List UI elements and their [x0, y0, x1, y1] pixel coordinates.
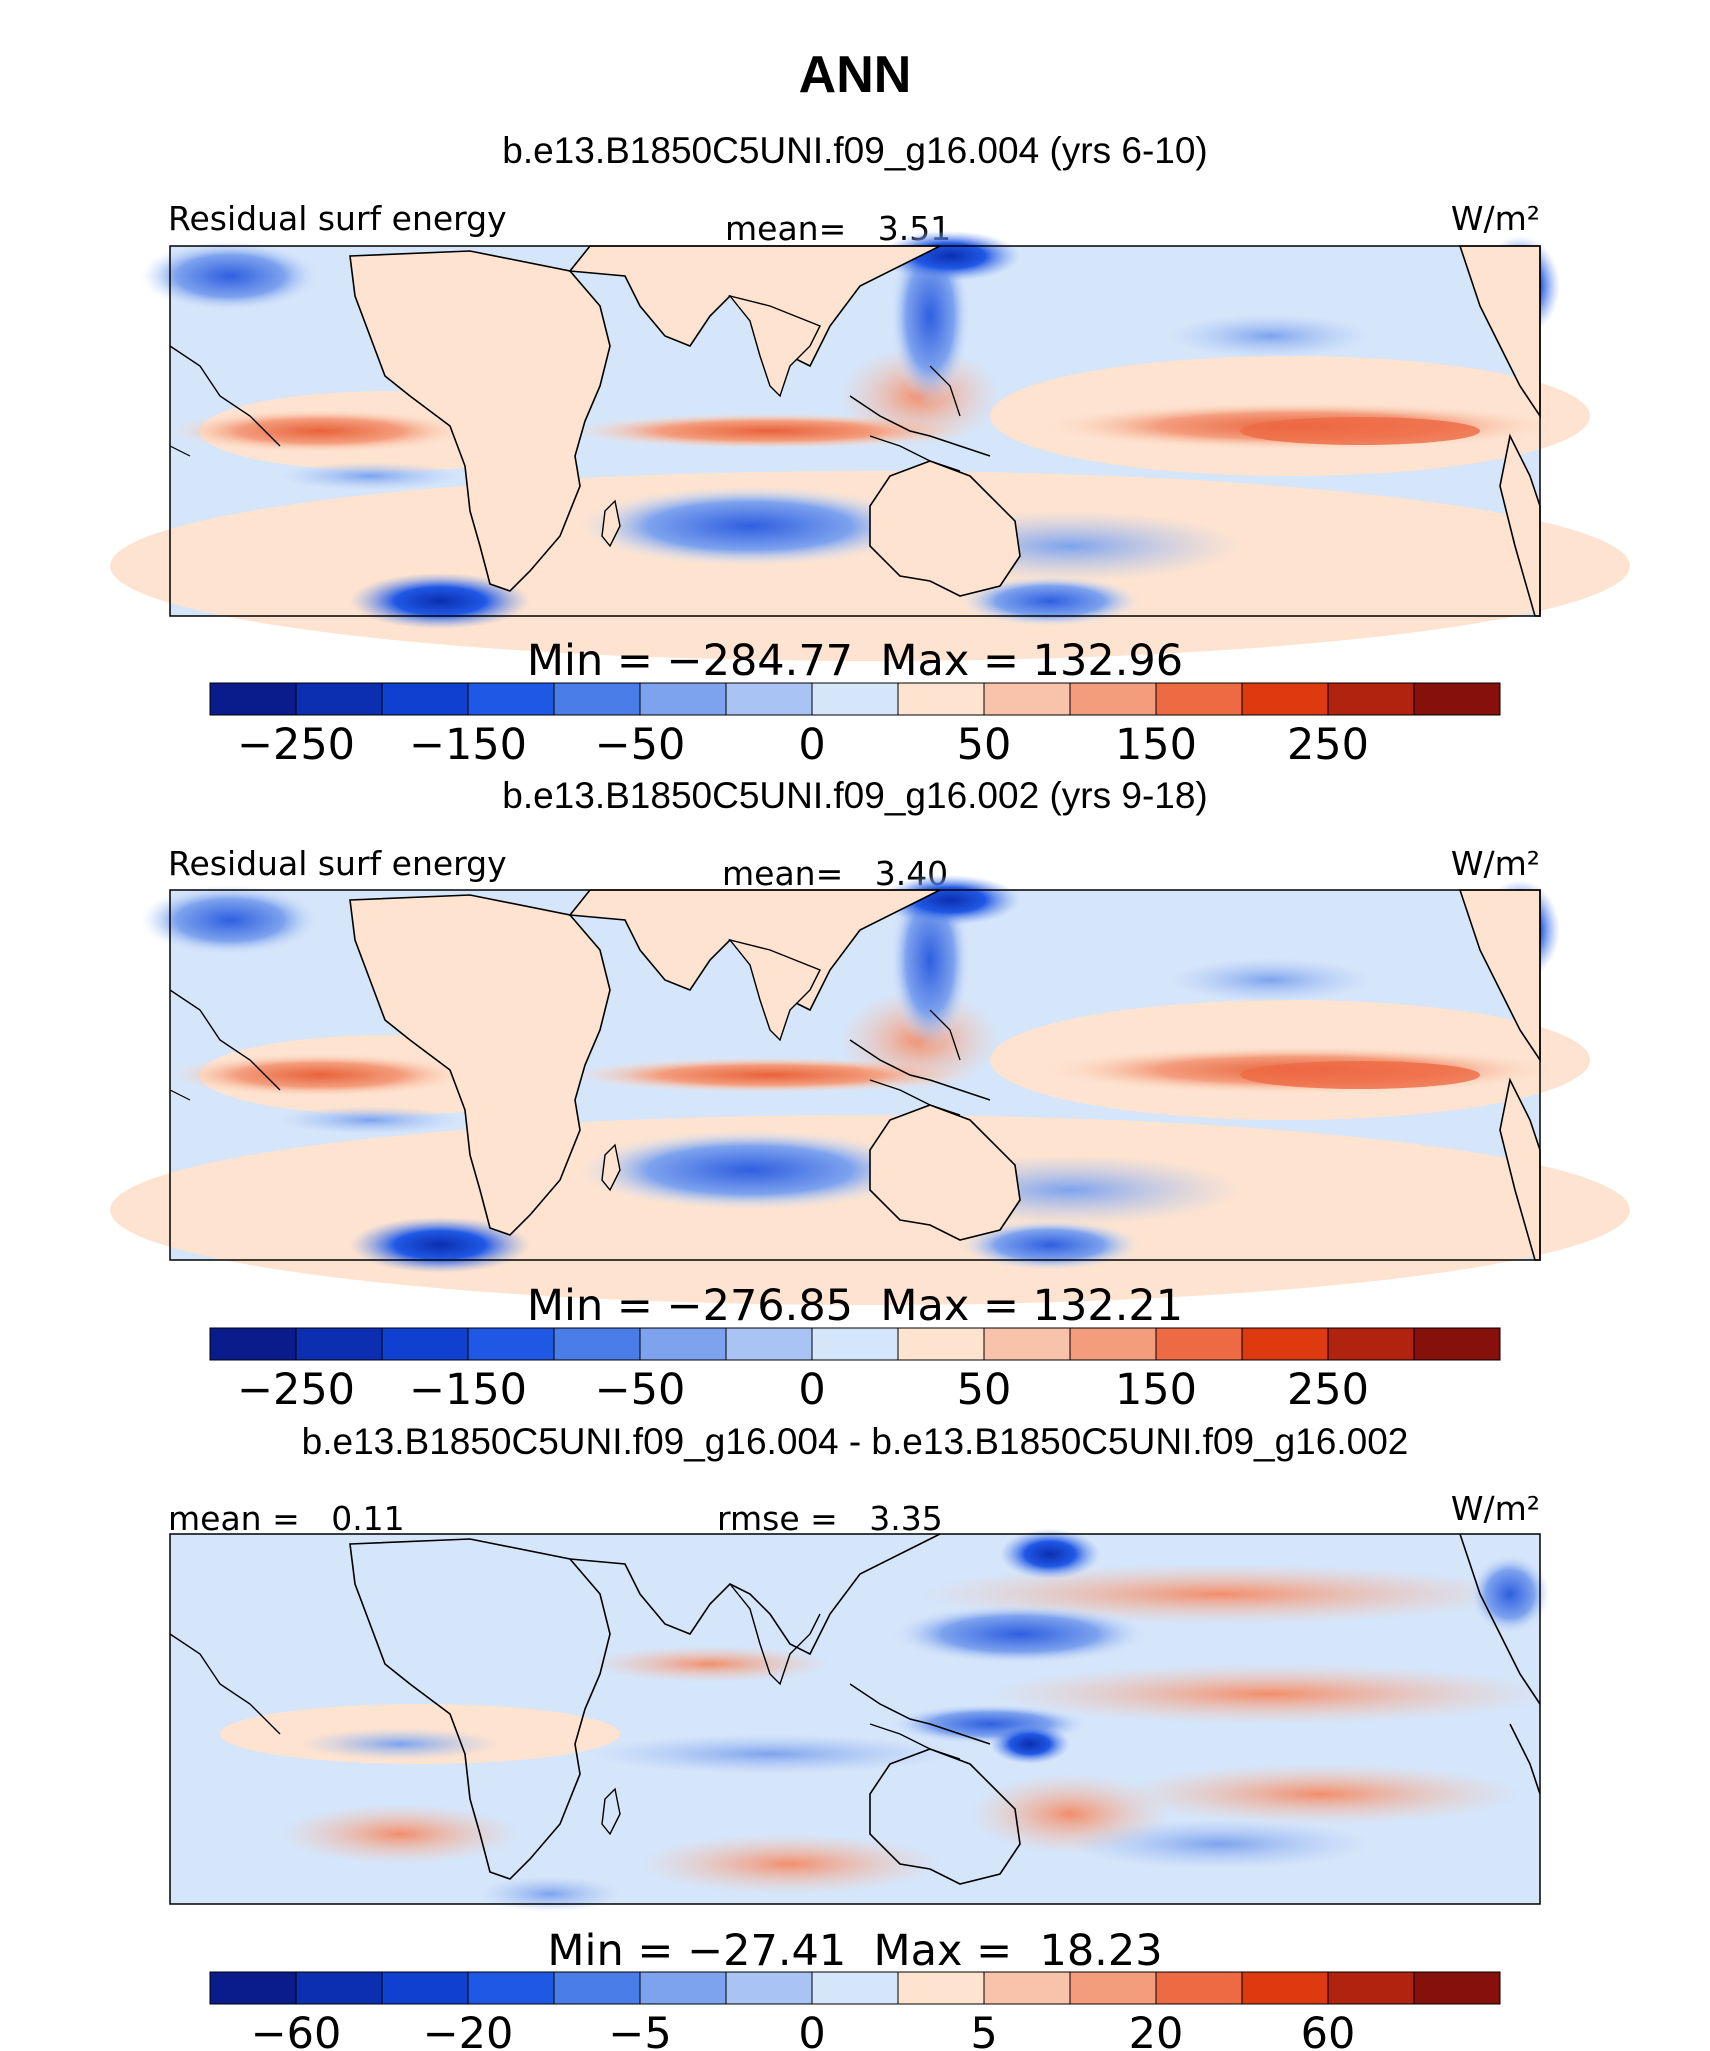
panel-3-stats: Min = −27.41 Max = 18.23	[547, 1926, 1162, 1976]
colorbar-swatch	[295, 1327, 383, 1361]
panel-3: b.e13.B1850C5UNI.f09_g16.004 - b.e13.B18…	[168, 1421, 1551, 2051]
colorbar-swatch	[1155, 1327, 1243, 1361]
panel-2: b.e13.B1850C5UNI.f09_g16.002 (yrs 9-18) …	[109, 775, 1631, 1415]
panel-2-colorbar: −250 −150 −50 0 50 150 250	[209, 1327, 1501, 1415]
colorbar-tick-label: −50	[595, 1365, 686, 1415]
colorbar-swatch	[725, 682, 813, 716]
colorbar-swatch	[811, 1327, 899, 1361]
colorbar-swatch	[983, 682, 1071, 716]
colorbar-swatch	[1327, 1327, 1415, 1361]
colorbar-swatch	[983, 1971, 1071, 2005]
colorbar-swatch	[1069, 1327, 1157, 1361]
panel-1-stats: Min = −284.77 Max = 132.96	[527, 636, 1183, 686]
colorbar-swatch	[1413, 1971, 1501, 2005]
colorbar-swatch	[295, 682, 383, 716]
colorbar-tick-label: −150	[409, 1365, 527, 1415]
colorbar-tick-label: 0	[798, 2009, 825, 2051]
colorbar-swatch	[1069, 682, 1157, 716]
colorbar-swatch	[467, 1327, 555, 1361]
panel-1-left-label: Residual surf energy	[168, 199, 507, 238]
colorbar-tick-label: 60	[1301, 2009, 1356, 2051]
colorbar-swatch	[725, 1971, 813, 2005]
colorbar-tick-label: −50	[595, 720, 686, 770]
colorbar-swatch	[639, 1971, 727, 2005]
colorbar-swatch	[209, 682, 297, 716]
colorbar-swatch	[811, 1971, 899, 2005]
colorbar-swatch	[295, 1971, 383, 2005]
panel-3-mean: mean = 0.11	[168, 1499, 405, 1538]
colorbar-swatch	[897, 1971, 985, 2005]
colorbar-swatch	[639, 1327, 727, 1361]
colorbar-tick-label: −5	[608, 2009, 671, 2051]
colorbar-tick-label: 0	[798, 1365, 825, 1415]
colorbar-tick-label: 20	[1129, 2009, 1184, 2051]
colorbar-tick-label: −250	[237, 720, 355, 770]
panel-1-subtitle: b.e13.B1850C5UNI.f09_g16.004 (yrs 6-10)	[502, 130, 1208, 171]
colorbar-swatch	[553, 682, 641, 716]
colorbar-swatch	[1327, 1971, 1415, 2005]
colorbar-swatch	[811, 682, 899, 716]
colorbar-swatch	[1413, 682, 1501, 716]
panel-1-colorbar: −250 −150 −50 0 50 150 250	[209, 682, 1501, 770]
colorbar-tick-label: 250	[1287, 1365, 1369, 1415]
colorbar-swatch	[725, 1327, 813, 1361]
colorbar-tick-label: 50	[957, 720, 1012, 770]
main-title: ANN	[799, 46, 912, 104]
panel-2-stats: Min = −276.85 Max = 132.21	[527, 1281, 1183, 1331]
panel-3-subtitle: b.e13.B1850C5UNI.f09_g16.004 - b.e13.B18…	[302, 1421, 1409, 1462]
colorbar-swatch	[983, 1327, 1071, 1361]
colorbar-swatch	[209, 1971, 297, 2005]
panel-3-units: W/m²	[1451, 1489, 1540, 1528]
colorbar-swatch	[553, 1327, 641, 1361]
colorbar-tick-label: 250	[1287, 720, 1369, 770]
colorbar-swatch	[381, 1971, 469, 2005]
colorbar-swatch	[381, 1327, 469, 1361]
colorbar-swatch	[209, 1327, 297, 1361]
colorbar-swatch	[1327, 682, 1415, 716]
panel-3-rmse: rmse = 3.35	[717, 1499, 943, 1538]
panel-1: b.e13.B1850C5UNI.f09_g16.004 (yrs 6-10) …	[109, 130, 1631, 770]
colorbar-swatch	[1069, 1971, 1157, 2005]
colorbar-tick-label: −150	[409, 720, 527, 770]
colorbar-tick-label: 150	[1115, 720, 1197, 770]
colorbar-tick-label: 150	[1115, 1365, 1197, 1415]
colorbar-tick-label: 0	[798, 720, 825, 770]
colorbar-swatch	[381, 682, 469, 716]
colorbar-tick-label: 5	[970, 2009, 997, 2051]
colorbar-swatch	[1241, 682, 1329, 716]
panel-2-left-label: Residual surf energy	[168, 844, 507, 883]
colorbar-swatch	[553, 1971, 641, 2005]
panel-2-subtitle: b.e13.B1850C5UNI.f09_g16.002 (yrs 9-18)	[502, 775, 1208, 816]
colorbar-tick-label: 50	[957, 1365, 1012, 1415]
colorbar-swatch	[897, 682, 985, 716]
panel-2-units: W/m²	[1451, 844, 1540, 883]
panel-1-units: W/m²	[1451, 199, 1540, 238]
colorbar-swatch	[897, 1327, 985, 1361]
colorbar-swatch	[467, 682, 555, 716]
colorbar-swatch	[1155, 1971, 1243, 2005]
colorbar-swatch	[467, 1971, 555, 2005]
colorbar-swatch	[1241, 1327, 1329, 1361]
panel-3-map	[169, 1528, 1551, 1913]
panel-2-map	[109, 869, 1631, 1306]
panel-3-colorbar: −60 −20 −5 0 5 20 60	[209, 1971, 1501, 2051]
colorbar-swatch	[1155, 682, 1243, 716]
colorbar-swatch	[639, 682, 727, 716]
colorbar-swatch	[1413, 1327, 1501, 1361]
panel-1-map	[109, 225, 1631, 662]
colorbar-swatch	[1241, 1971, 1329, 2005]
colorbar-tick-label: −20	[423, 2009, 514, 2051]
colorbar-tick-label: −60	[251, 2009, 342, 2051]
colorbar-tick-label: −250	[237, 1365, 355, 1415]
